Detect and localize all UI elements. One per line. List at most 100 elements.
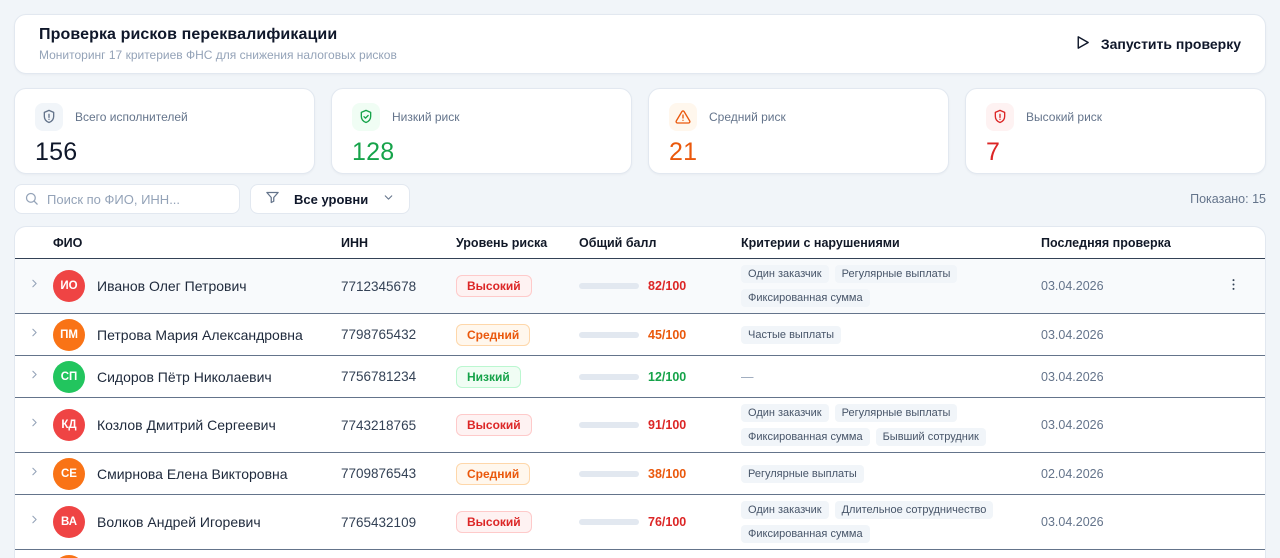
risk-badge: Высокий bbox=[456, 275, 532, 297]
expand-row-button[interactable] bbox=[15, 277, 53, 295]
column-header: ИНН bbox=[341, 235, 369, 250]
criteria-cell: Частые выплаты bbox=[741, 320, 1041, 350]
column-header: Уровень риска bbox=[456, 235, 548, 250]
criteria-tag: Один заказчик bbox=[741, 265, 829, 283]
risk-badge: Средний bbox=[456, 462, 531, 485]
stat-value: 156 bbox=[35, 138, 78, 166]
executor-cell: НОНовикова Ольга Павловна bbox=[53, 554, 341, 558]
criteria-tag: Фиксированная сумма bbox=[741, 428, 870, 446]
stat-card-medium: Средний риск 21 bbox=[648, 88, 949, 174]
risk-level-filter[interactable]: Все уровни bbox=[250, 184, 411, 214]
avatar: СП bbox=[53, 360, 85, 393]
shown-count: Показано: 15 bbox=[1190, 192, 1266, 206]
executor-cell: ИО Иванов Олег Петрович bbox=[53, 270, 341, 302]
chevron-right-icon bbox=[28, 416, 41, 434]
criteria-cell: Один заказчик Регулярные выплаты Фиксирова… bbox=[741, 259, 1041, 313]
criteria-tag: Длительное сотрудничество bbox=[834, 501, 994, 519]
inn-value: 7709876543 bbox=[341, 466, 417, 481]
expand-row-button[interactable] bbox=[15, 416, 53, 434]
column-header: Последняя проверка bbox=[1041, 235, 1171, 250]
column-header: ФИО bbox=[53, 235, 83, 250]
search-icon bbox=[24, 191, 39, 211]
stat-value: 21 bbox=[669, 138, 698, 166]
table-header-row: ФИО ИНН Уровень риска Общий балл Критерии с … bbox=[15, 227, 1265, 259]
executor-cell: ВА Волков Андрей Игоревич bbox=[53, 506, 341, 538]
score-value: 82/100 bbox=[648, 279, 687, 293]
table-row[interactable]: КД Козлов Дмитрий Сергеевич 7743218765 Высо… bbox=[15, 398, 1265, 453]
risk-level-cell: Высокий bbox=[456, 511, 579, 533]
score-value: 76/100 bbox=[648, 515, 687, 529]
risk-level-cell: Средний bbox=[456, 323, 579, 346]
criteria-tag: Регулярные выплаты bbox=[834, 404, 958, 422]
executor-name: Козлов Дмитрий Сергеевич bbox=[97, 417, 276, 433]
criteria-tag: Бывший сотрудник bbox=[875, 428, 986, 446]
risk-level-cell: Высокий bbox=[456, 414, 579, 436]
stat-card-neutral: Всего исполнителей 156 bbox=[14, 88, 315, 174]
stat-card-top: Низкий риск bbox=[352, 103, 611, 131]
criteria-tag: Один заказчик bbox=[741, 501, 829, 519]
search-wrap bbox=[14, 184, 240, 214]
score-bar bbox=[579, 283, 639, 289]
inn-value: 7743218765 bbox=[341, 417, 417, 433]
page-title: Проверка рисков переквалификации bbox=[39, 26, 338, 43]
risk-level-cell: Низкий bbox=[456, 365, 579, 388]
expand-row-button[interactable] bbox=[15, 368, 53, 386]
score-bar bbox=[579, 470, 639, 477]
table-body: ИО Иванов Олег Петрович 7712345678 Высокий 8… bbox=[15, 259, 1265, 558]
avatar: ПМ bbox=[53, 318, 85, 351]
search-input[interactable] bbox=[14, 184, 240, 214]
row-menu-button[interactable] bbox=[1222, 273, 1245, 299]
stats-row: Всего исполнителей 156 Низкий риск 128 Средн… bbox=[14, 88, 1266, 174]
shield-alert-icon bbox=[986, 103, 1014, 131]
table-row[interactable]: ПМ Петрова Мария Александровна 7798765432 С… bbox=[15, 314, 1265, 356]
stat-value: 128 bbox=[352, 138, 395, 166]
stat-label: Высокий риск bbox=[1026, 110, 1103, 124]
expand-row-button[interactable] bbox=[15, 326, 53, 344]
risk-level-cell: Средний bbox=[456, 462, 579, 485]
avatar: НО bbox=[53, 554, 85, 558]
score-cell: 45/100 bbox=[579, 328, 741, 342]
executor-name: Смирнова Елена Викторовна bbox=[97, 465, 288, 482]
score-bar bbox=[579, 331, 639, 338]
page-subtitle: Мониторинг 17 критериев ФНС для снижения… bbox=[39, 48, 397, 62]
criteria-cell: — bbox=[741, 364, 1041, 390]
last-check-date: 03.04.2026 bbox=[1041, 369, 1104, 384]
risk-badge: Средний bbox=[456, 323, 531, 346]
column-header: Критерии с нарушениями bbox=[741, 235, 900, 250]
score-cell: 91/100 bbox=[579, 418, 741, 432]
kebab-icon bbox=[1226, 279, 1241, 295]
expand-row-button[interactable] bbox=[15, 513, 53, 531]
filter-value: Все уровни bbox=[294, 191, 369, 207]
stat-label: Средний риск bbox=[709, 110, 786, 124]
inn-value: 7756781234 bbox=[341, 369, 417, 384]
no-criteria: — bbox=[741, 369, 754, 384]
stat-card-top: Высокий риск bbox=[986, 103, 1245, 131]
triangle-alert-icon bbox=[669, 103, 697, 131]
table-row[interactable]: НОНовикова Ольга Павловна7721098765Средн… bbox=[15, 550, 1265, 558]
table-row[interactable]: ВА Волков Андрей Игоревич 7765432109 Высоки… bbox=[15, 495, 1265, 550]
run-check-button[interactable]: Запустить проверку bbox=[1074, 34, 1241, 54]
criteria-cell: Один заказчик Длительное сотрудничество Фи… bbox=[741, 495, 1041, 549]
criteria-tag: Регулярные выплаты bbox=[834, 265, 958, 283]
table-row[interactable]: ИО Иванов Олег Петрович 7712345678 Высокий 8… bbox=[15, 259, 1265, 314]
score-bar bbox=[579, 519, 639, 525]
expand-row-button[interactable] bbox=[15, 465, 53, 483]
stat-card-top: Всего исполнителей bbox=[35, 103, 294, 131]
executor-cell: ПМ Петрова Мария Александровна bbox=[53, 318, 341, 351]
criteria-cell: Один заказчик Регулярные выплаты Фиксирова… bbox=[741, 398, 1041, 452]
score-value: 45/100 bbox=[648, 327, 687, 342]
shield-alert-icon bbox=[35, 103, 63, 131]
score-cell: 12/100 bbox=[579, 370, 741, 384]
executor-cell: СЕ Смирнова Елена Викторовна bbox=[53, 457, 341, 490]
chevron-right-icon bbox=[28, 326, 41, 344]
score-cell: 38/100 bbox=[579, 467, 741, 481]
chevron-right-icon bbox=[28, 513, 41, 531]
executors-table: ФИО ИНН Уровень риска Общий балл Критерии с … bbox=[14, 226, 1266, 558]
table-row[interactable]: СП Сидоров Пётр Николаевич 7756781234 Низки… bbox=[15, 356, 1265, 398]
score-cell: 76/100 bbox=[579, 515, 741, 529]
last-check-date: 03.04.2026 bbox=[1041, 418, 1104, 432]
score-value: 38/100 bbox=[648, 466, 687, 481]
executor-name: Петрова Мария Александровна bbox=[97, 326, 303, 343]
table-row[interactable]: СЕ Смирнова Елена Викторовна 7709876543 Сре… bbox=[15, 453, 1265, 495]
